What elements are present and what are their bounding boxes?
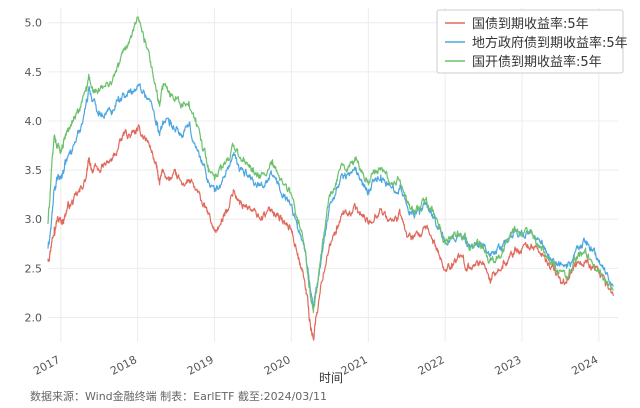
y-tick-label: 3.0	[25, 213, 43, 226]
legend-label-1: 地方政府债到期收益率:5年	[472, 35, 628, 51]
x-axis-label: 时间	[319, 371, 343, 385]
source-note: 数据来源：Wind金融终端 制表：EarlETF 截至:2024/03/11	[30, 389, 327, 403]
y-tick-label: 5.0	[25, 17, 43, 30]
y-tick-label: 4.5	[25, 66, 43, 79]
series-line-2	[47, 16, 614, 314]
legend-box	[436, 9, 624, 74]
legend-label-0: 国债到期收益率:5年	[472, 16, 589, 32]
series-line-0	[47, 124, 615, 341]
y-tick-label: 2.0	[25, 311, 43, 324]
y-tick-label: 4.0	[25, 115, 43, 128]
legend-label-2: 国开债到期收益率:5年	[472, 54, 602, 70]
y-axis: 2.0 2.5 3.0 3.5 4.0 4.5 5.0	[25, 17, 43, 325]
series-lines	[47, 16, 615, 341]
y-tick-label: 3.5	[25, 164, 43, 177]
y-tick-label: 2.5	[25, 262, 43, 275]
